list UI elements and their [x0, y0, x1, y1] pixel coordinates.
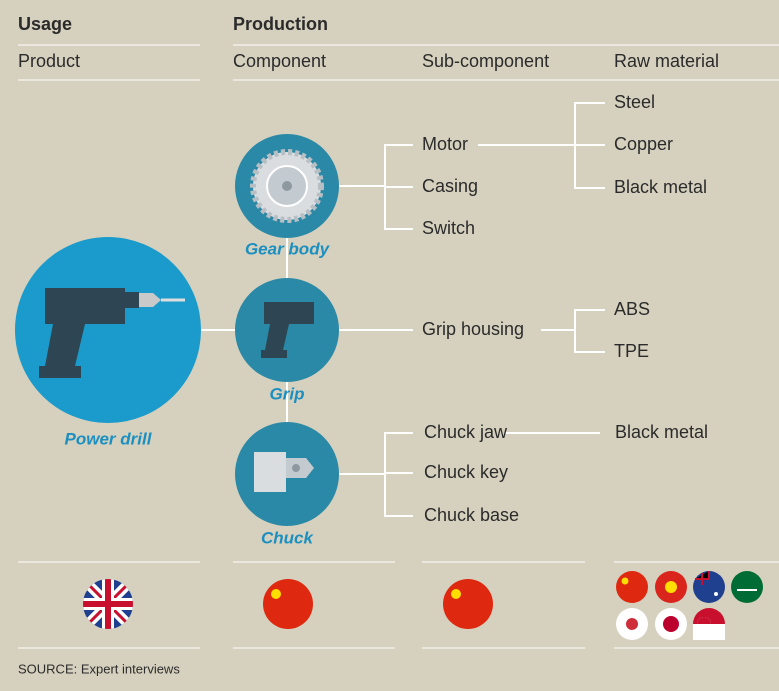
column-label: Product [18, 51, 80, 71]
node-label: Chuck [261, 528, 315, 547]
power-drill-node [15, 237, 201, 423]
column-label: Sub-component [422, 51, 549, 71]
node-label: Gear body [245, 239, 331, 258]
subcomponent: Chuck jaw [424, 422, 508, 442]
subcomponent: Chuck base [424, 505, 519, 525]
subcomponent: Switch [422, 218, 475, 238]
subcomponent: Grip housing [422, 319, 524, 339]
diagram: Usage Production Product Component Sub-c… [0, 0, 779, 691]
subcomponent: Motor [422, 134, 468, 154]
material: Copper [614, 134, 673, 154]
material: ABS [614, 299, 650, 319]
material: Steel [614, 92, 655, 112]
flags [83, 571, 763, 640]
component-nodes [235, 134, 339, 526]
node-label: Power drill [65, 429, 153, 448]
material: TPE [614, 341, 649, 361]
column-label: Component [233, 51, 326, 71]
subcomponent: Casing [422, 176, 478, 196]
subcomponent: Chuck key [424, 462, 508, 482]
material: Black metal [614, 177, 707, 197]
source: SOURCE: Expert interviews [18, 661, 180, 676]
column-label: Raw material [614, 51, 719, 71]
header: Production [233, 14, 328, 34]
header: Usage [18, 14, 72, 34]
material: Black metal [615, 422, 708, 442]
node-label: Grip [270, 384, 305, 403]
